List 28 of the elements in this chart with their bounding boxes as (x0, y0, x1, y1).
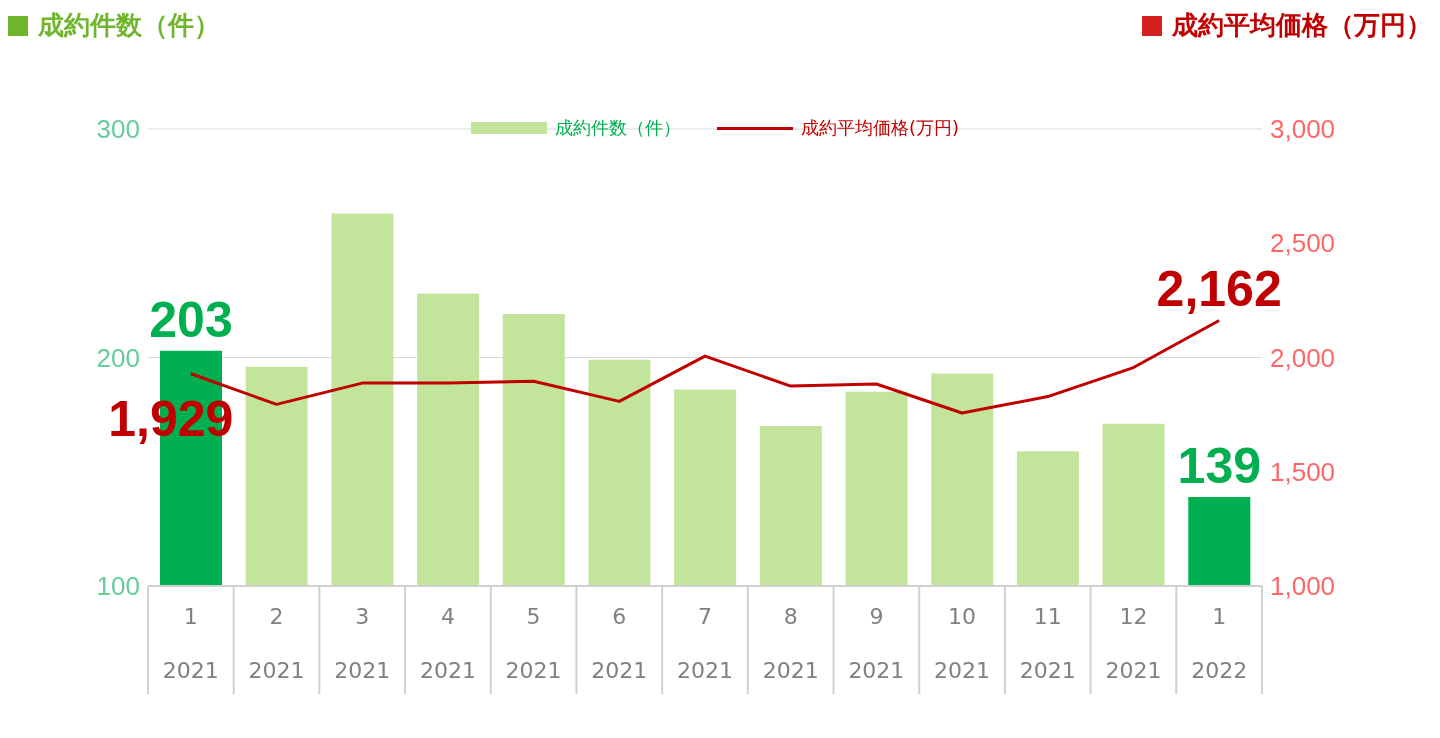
category-label: 8 2021 (762, 604, 819, 683)
y2-tick-label: 2,500 (1270, 228, 1336, 259)
data-label: 203 (149, 291, 233, 348)
data-label: 139 (1177, 437, 1262, 494)
y-axis-title: 成約件数（件） (38, 9, 220, 42)
y-tick-label: 100 (96, 571, 140, 602)
category-label: 3 2021 (334, 604, 391, 683)
category-label: 12 2021 (1105, 604, 1162, 683)
y2-tick-label: 3,000 (1270, 114, 1336, 145)
category-label: 9 2021 (848, 604, 905, 683)
category-label: 1 2022 (1191, 604, 1248, 683)
y-tick-label: 300 (96, 114, 140, 145)
y2-tick-label: 2,000 (1270, 342, 1336, 373)
category-label: 1 2021 (162, 604, 219, 683)
category-label: 6 2021 (591, 604, 648, 683)
y-tick-label: 200 (96, 342, 140, 373)
y2-tick-label: 1,000 (1270, 571, 1336, 602)
legend-label: 成約平均価格(万円) (800, 116, 960, 140)
data-label: 2,162 (1156, 261, 1282, 318)
category-label: 5 2021 (505, 604, 562, 683)
category-label: 11 2021 (1019, 604, 1076, 683)
category-label: 7 2021 (677, 604, 733, 683)
category-label: 10 2021 (934, 604, 991, 683)
legend-label: 成約件数（件） (554, 116, 681, 140)
y2-tick-label: 1,500 (1270, 456, 1336, 487)
category-label: 2 2021 (248, 604, 305, 683)
category-label: 4 2021 (419, 604, 476, 683)
y2-axis-title: 成約平均価格（万円） (1172, 9, 1432, 42)
